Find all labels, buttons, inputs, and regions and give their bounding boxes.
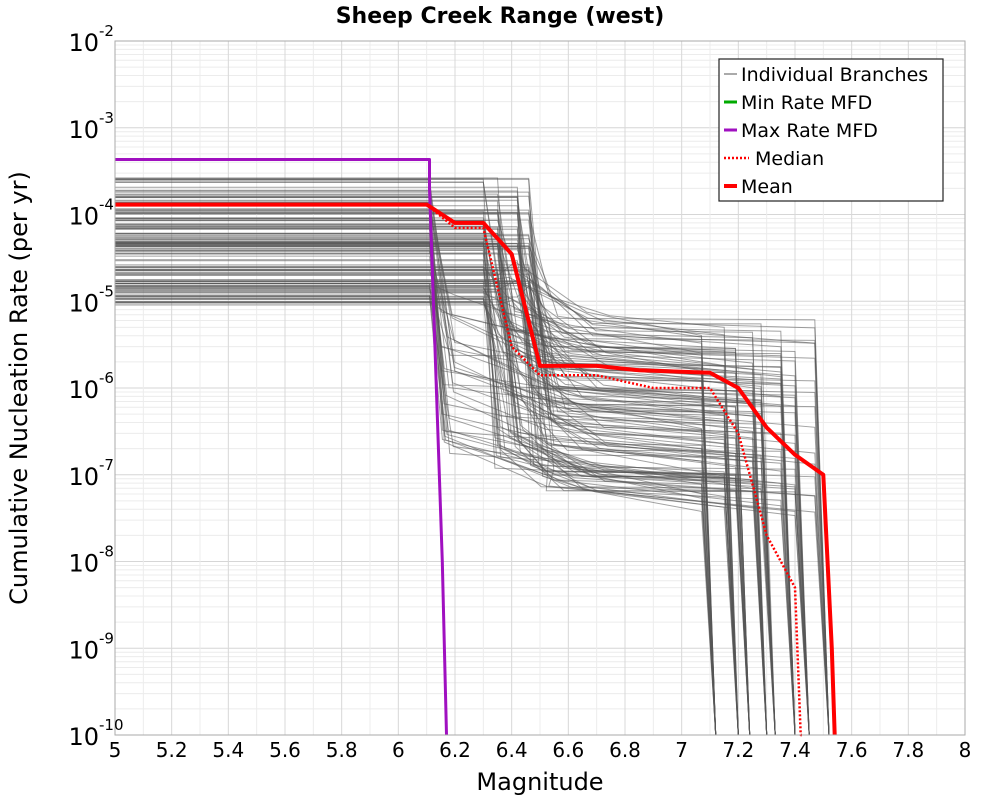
y-tick-label: 10 -6 [68, 369, 114, 404]
branch-line [115, 233, 751, 736]
branch-line [115, 213, 739, 736]
branch-line [115, 181, 776, 736]
y-tick-label: 10 -3 [68, 109, 114, 144]
series-median-line [115, 203, 804, 737]
y-tick-exponent: -3 [99, 109, 114, 127]
x-tick-label: 6.8 [609, 738, 641, 762]
branch-line [115, 245, 830, 736]
legend-label: Individual Branches [741, 64, 928, 86]
y-axis-label: Cumulative Nucleation Rate (per yr) [5, 171, 33, 605]
branch-line [115, 190, 810, 736]
branch-line [115, 227, 776, 736]
y-tick-exponent: -5 [99, 282, 114, 300]
x-tick-label: 8 [959, 738, 972, 762]
series-layer [115, 158, 837, 737]
branch-line [115, 301, 717, 736]
x-tick-label: 7.4 [779, 738, 811, 762]
y-tick-exponent: -9 [99, 629, 114, 647]
branch-line [115, 241, 796, 736]
legend-box [718, 58, 944, 202]
x-tick-label: 7.6 [836, 738, 868, 762]
y-tick-exponent: -8 [99, 543, 114, 561]
y-tick-base: 10 [68, 723, 99, 751]
branch-line [115, 280, 768, 736]
branch-line [115, 208, 717, 736]
y-tick-base: 10 [68, 289, 99, 317]
branch-line [115, 178, 810, 736]
branch-line [115, 186, 739, 736]
y-tick-label: 10 -8 [68, 543, 114, 578]
branch-line [115, 250, 810, 736]
x-tick-label: 5.6 [269, 738, 301, 762]
x-tick-label: 7.8 [892, 738, 924, 762]
branch-line [115, 177, 739, 736]
y-tick-exponent: -6 [99, 369, 114, 387]
x-axis-label: Magnitude [476, 768, 603, 796]
x-tick-label: 5 [109, 738, 122, 762]
series-max-rate-mfd-line [115, 158, 448, 736]
x-tick-label: 5.2 [156, 738, 188, 762]
x-tick-label: 7 [675, 738, 688, 762]
y-tick-base: 10 [68, 116, 99, 144]
x-tick-label: 6.6 [552, 738, 584, 762]
y-tick-exponent: -7 [99, 456, 114, 474]
x-tick-label: 6 [392, 738, 405, 762]
branch-line [115, 194, 830, 736]
x-tick-label: 7.2 [722, 738, 754, 762]
y-tick-base: 10 [68, 636, 99, 664]
y-tick-exponent: -4 [99, 196, 114, 214]
y-tick-base: 10 [68, 550, 99, 578]
legend: Individual Branches Min Rate MFD Max Rate … [718, 58, 944, 202]
x-tick-labels: 5 5.2 5.4 5.6 5.8 6 6.2 6.4 6.6 6.8 7 7.2 7.4 7.6 7.8 8 [109, 738, 972, 762]
y-tick-base: 10 [68, 463, 99, 491]
branch-line [115, 285, 768, 736]
branch-line [115, 205, 776, 736]
branch-line [115, 295, 717, 736]
series-mean-line [115, 202, 837, 736]
branch-line [115, 267, 768, 736]
plot-frame [114, 40, 966, 736]
branch-line [115, 226, 751, 736]
x-tick-label: 6.4 [496, 738, 528, 762]
x-tick-label: 5.4 [212, 738, 244, 762]
x-tick-label: 6.2 [439, 738, 471, 762]
y-tick-base: 10 [68, 29, 99, 57]
branch-line [115, 250, 768, 736]
y-tick-label: 10 -4 [68, 196, 114, 231]
chart-title: Sheep Creek Range (west) [336, 4, 665, 29]
y-tick-base: 10 [68, 203, 99, 231]
legend-label: Min Rate MFD [741, 92, 872, 114]
individual-branches [115, 177, 830, 736]
legend-label: Median [755, 148, 824, 170]
y-tick-label: 10 -9 [68, 629, 114, 664]
branch-line [115, 295, 776, 736]
y-tick-base: 10 [68, 376, 99, 404]
y-tick-label: 10 -10 [68, 716, 123, 751]
branch-line [115, 224, 739, 736]
y-tick-label: 10 -7 [68, 456, 114, 491]
y-tick-exponent: -10 [99, 716, 124, 734]
legend-label: Mean [741, 176, 793, 198]
branch-line [115, 218, 751, 736]
y-tick-label: 10 -2 [68, 22, 114, 57]
legend-label: Max Rate MFD [741, 120, 878, 142]
branch-line [115, 285, 768, 736]
y-tick-label: 10 -5 [68, 282, 114, 317]
branch-line [115, 223, 796, 736]
x-tick-label: 5.8 [326, 738, 358, 762]
y-tick-exponent: -2 [99, 22, 114, 40]
branch-line [115, 242, 810, 736]
